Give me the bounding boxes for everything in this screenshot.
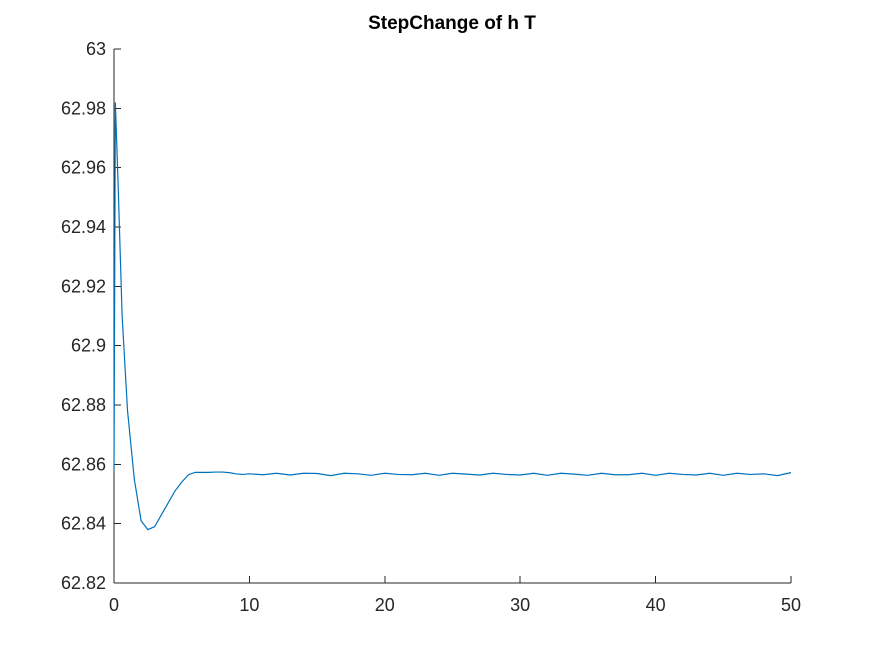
x-tick-label: 50 [781, 595, 801, 615]
y-tick-label: 63 [86, 39, 106, 59]
series-line [113, 102, 792, 531]
y-tick-label: 62.84 [61, 514, 106, 534]
plot-area [113, 102, 792, 531]
y-tick-label: 62.86 [61, 454, 106, 474]
y-tick-label: 62.88 [61, 395, 106, 415]
x-tick-label: 10 [239, 595, 259, 615]
y-tick-label: 62.98 [61, 98, 106, 118]
axes: 0 10 20 30 40 50 62.82 62.84 62.86 62.88 62.9 62.92… [61, 39, 801, 615]
x-tick-label: 0 [109, 595, 119, 615]
x-tick-label: 40 [646, 595, 666, 615]
x-tick-label: 30 [510, 595, 530, 615]
y-tick-label: 62.9 [71, 336, 106, 356]
y-tick-label: 62.92 [61, 276, 106, 296]
chart-title: StepChange of h T [368, 13, 536, 34]
y-tick-label: 62.94 [61, 217, 106, 237]
y-tick-label: 62.82 [61, 573, 106, 593]
y-tick-label: 62.96 [61, 158, 106, 178]
x-tick-label: 20 [375, 595, 395, 615]
